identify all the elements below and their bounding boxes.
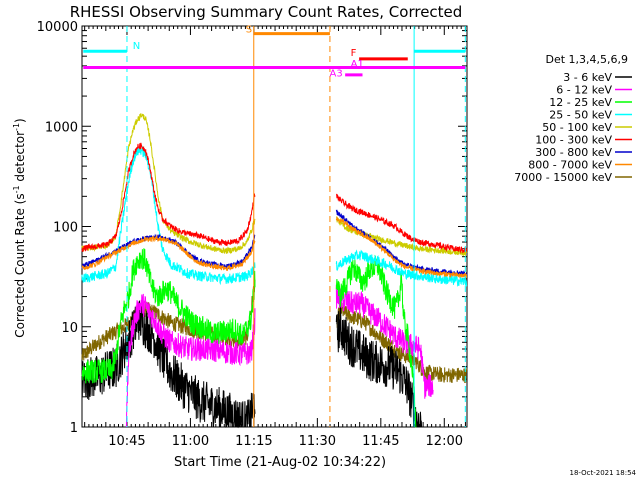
x-tick-label: 11:30 — [299, 434, 336, 449]
legend-label-3: 12 - 25 keV — [549, 96, 612, 109]
series-line-5 — [81, 113, 468, 257]
flag-label-a1: A1 — [351, 59, 364, 70]
y-tick-label: 100 — [53, 221, 78, 236]
y-tick-label: 10000 — [37, 20, 78, 35]
series-line-6 — [81, 142, 468, 254]
plot-border — [81, 25, 468, 428]
x-tick-label: 12:00 — [426, 434, 463, 449]
x-tick-label: 11:15 — [235, 434, 272, 449]
x-axis-label: Start Time (21-Aug-02 10:34:22) — [174, 455, 386, 470]
x-tick-label: 10:45 — [108, 434, 145, 449]
legend-label-8: 800 - 7000 keV — [528, 159, 612, 172]
axis-ticks — [82, 26, 467, 428]
chart-title: RHESSI Observing Summary Count Rates, Co… — [70, 3, 463, 21]
y-axis-label: Corrected Count Rate (s-1 detector-1) — [12, 118, 27, 337]
series-line-2 — [125, 284, 434, 428]
series-line-9 — [81, 279, 468, 384]
flag-label-a3: A3 — [330, 68, 343, 79]
legend-title: Det 1,3,4,5,6,9 — [545, 53, 628, 66]
legend-label-2: 6 - 12 keV — [556, 84, 612, 97]
series-line-8 — [81, 216, 468, 279]
series-line-4 — [81, 145, 468, 287]
attenuator-lines — [126, 26, 466, 427]
flag-label-f: F — [351, 48, 357, 59]
y-tick-label: 10 — [61, 321, 78, 336]
x-tick-labels: 10:45 11:00 11:15 11:30 11:45 12:00 — [108, 434, 463, 449]
legend-label-5: 50 - 100 keV — [542, 121, 612, 134]
legend-label-4: 25 - 50 keV — [549, 109, 612, 122]
footer-timestamp: 18-Oct-2021 18:54 — [570, 469, 637, 477]
y-tick-label: 1 — [70, 421, 78, 436]
series-layer — [81, 113, 468, 429]
plot-frame — [81, 25, 468, 428]
flag-label-s: S — [246, 25, 252, 36]
legend-label-9: 7000 - 15000 keV — [514, 171, 612, 184]
y-tick-label: 1000 — [45, 120, 78, 135]
flag-bars: N S FA1 A3 — [83, 25, 466, 79]
y-tick-labels: 1 10 100 1000 10000 — [37, 20, 78, 436]
flag-label-n: N — [133, 41, 140, 52]
legend-label-6: 100 - 300 keV — [535, 134, 612, 147]
legend-label-1: 3 - 6 keV — [563, 71, 612, 84]
legend-label-7: 300 - 800 keV — [535, 146, 612, 159]
x-tick-label: 11:00 — [172, 434, 209, 449]
x-tick-label: 11:45 — [362, 434, 399, 449]
